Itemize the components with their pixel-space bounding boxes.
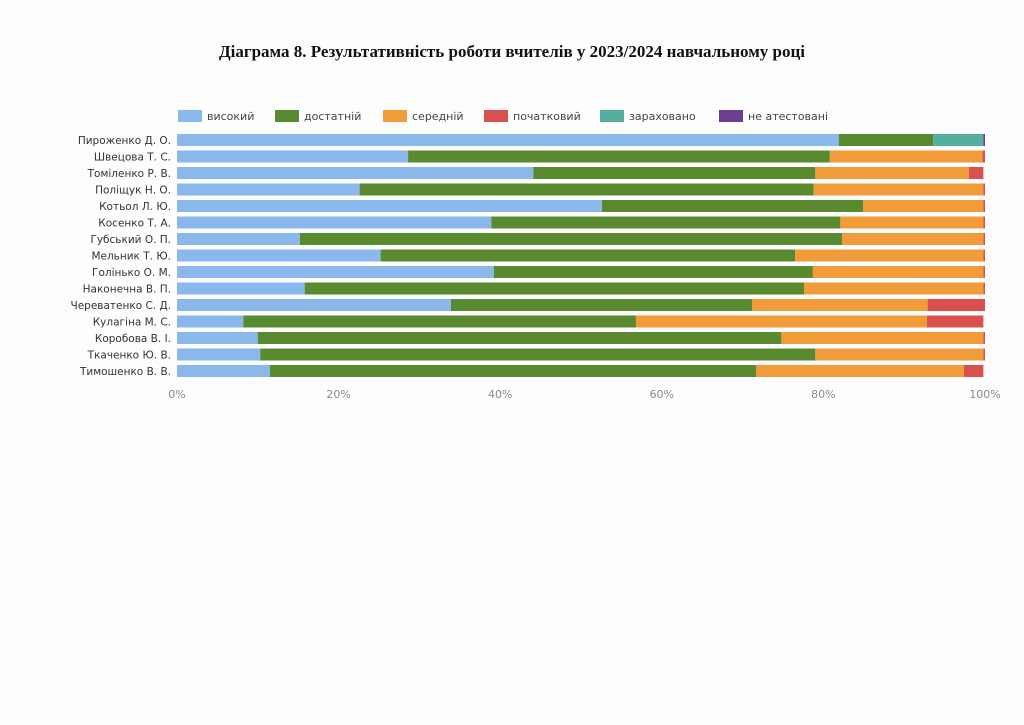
- legend-label: не атестовані: [748, 110, 828, 123]
- bar-segment: [635, 315, 927, 328]
- category-label: Котьол Л. Ю.: [99, 201, 171, 213]
- bar-segment: [177, 233, 300, 245]
- bar-segment: [177, 200, 603, 212]
- bar-segment: [781, 332, 984, 344]
- bar-segment: [177, 332, 258, 344]
- bar-segment: [963, 365, 984, 377]
- x-tick-label: 80%: [811, 388, 835, 401]
- category-label: Кулагіна М. С.: [93, 317, 171, 329]
- bars-group: [177, 134, 985, 377]
- bar-segment: [177, 150, 409, 163]
- bar-segment: [933, 134, 984, 146]
- bar-segment: [177, 299, 451, 311]
- bar-segment: [983, 348, 985, 361]
- category-label: Томіленко Р. В.: [87, 168, 171, 180]
- bar-segment: [243, 315, 636, 328]
- bar-segment: [804, 282, 984, 295]
- bar-segment: [815, 348, 984, 361]
- bar-segment: [795, 249, 984, 262]
- category-label: Тимошенко В. В.: [79, 366, 171, 378]
- bar-segment: [602, 200, 863, 212]
- bar-segment: [177, 282, 305, 295]
- category-label: Коробова В. І.: [95, 333, 171, 345]
- bar-segment: [815, 167, 969, 179]
- legend-swatch: [275, 110, 299, 122]
- bar-segment: [838, 134, 934, 146]
- bar-segment: [359, 183, 814, 196]
- bar-segment: [177, 249, 381, 262]
- bar-segment: [813, 183, 984, 196]
- bar-segment: [927, 299, 985, 311]
- bar-segment: [177, 216, 492, 229]
- bar-segment: [968, 167, 984, 179]
- bar-segment: [177, 315, 244, 328]
- bar-segment: [380, 249, 796, 262]
- x-tick-label: 20%: [326, 388, 350, 401]
- bar-segment: [983, 183, 985, 196]
- bar-segment: [408, 150, 830, 163]
- bar-segment: [841, 233, 984, 245]
- bar-segment: [862, 200, 984, 212]
- legend-label: середній: [412, 110, 464, 123]
- legend-swatch: [719, 110, 743, 122]
- bar-segment: [983, 200, 985, 212]
- bar-segment: [752, 299, 928, 311]
- category-label: Голінько О. М.: [92, 267, 171, 279]
- bar-segment: [257, 332, 782, 344]
- bar-segment: [983, 249, 985, 262]
- bar-segment: [983, 134, 985, 146]
- bar-segment: [269, 365, 757, 377]
- bar-segment: [177, 348, 261, 361]
- category-label: Губський О. П.: [90, 234, 171, 246]
- bar-segment: [983, 282, 985, 295]
- x-tick-label: 40%: [488, 388, 512, 401]
- category-label: Наконечна В. П.: [83, 284, 171, 296]
- bar-segment: [177, 134, 839, 146]
- bar-segment: [829, 150, 983, 163]
- legend-swatch: [178, 110, 202, 122]
- bar-segment: [812, 266, 984, 278]
- category-labels: Пироженко Д. О. Швецова Т. С. Томіленко Р.…: [71, 135, 172, 378]
- bar-segment: [840, 216, 984, 229]
- bar-segment: [983, 266, 985, 278]
- x-tick-label: 0%: [168, 388, 185, 401]
- category-label: Косенко Т. А.: [98, 218, 171, 230]
- category-label: Череватенко С. Д.: [71, 300, 172, 312]
- bar-segment: [177, 266, 494, 278]
- legend-swatch: [383, 110, 407, 122]
- x-axis-ticks: 0% 20% 40% 60% 80% 100%: [168, 388, 1000, 401]
- bar-segment: [756, 365, 964, 377]
- category-label: Пироженко Д. О.: [78, 135, 171, 147]
- legend-label: високий: [207, 110, 254, 123]
- chart-legend: високий достатній середній початковий зарахо…: [178, 110, 828, 123]
- category-label: Поліщук Н. О.: [95, 185, 171, 197]
- x-tick-label: 60%: [650, 388, 674, 401]
- bar-segment: [983, 233, 985, 245]
- bar-segment: [491, 216, 841, 229]
- bar-segment: [177, 183, 360, 196]
- bar-segment: [177, 167, 534, 179]
- category-label: Швецова Т. С.: [94, 152, 171, 164]
- category-label: Мельник Т. Ю.: [91, 251, 171, 263]
- bar-segment: [304, 282, 804, 295]
- category-label: Ткаченко Ю. В.: [87, 350, 171, 362]
- bar-segment: [983, 332, 985, 344]
- bar-segment: [926, 315, 984, 328]
- bar-segment: [493, 266, 813, 278]
- bar-segment: [299, 233, 842, 245]
- legend-label: достатній: [304, 110, 361, 123]
- bar-segment: [177, 365, 270, 377]
- bar-segment: [982, 150, 985, 163]
- legend-swatch: [484, 110, 508, 122]
- legend-label: зараховано: [629, 110, 696, 123]
- page-title: Діаграма 8. Результативність роботи вчит…: [218, 42, 806, 61]
- legend-label: початковий: [513, 110, 581, 123]
- bar-segment: [983, 216, 985, 229]
- x-tick-label: 100%: [969, 388, 1000, 401]
- legend-swatch: [600, 110, 624, 122]
- bar-segment: [260, 348, 816, 361]
- bar-segment: [533, 167, 816, 179]
- bar-segment: [450, 299, 753, 311]
